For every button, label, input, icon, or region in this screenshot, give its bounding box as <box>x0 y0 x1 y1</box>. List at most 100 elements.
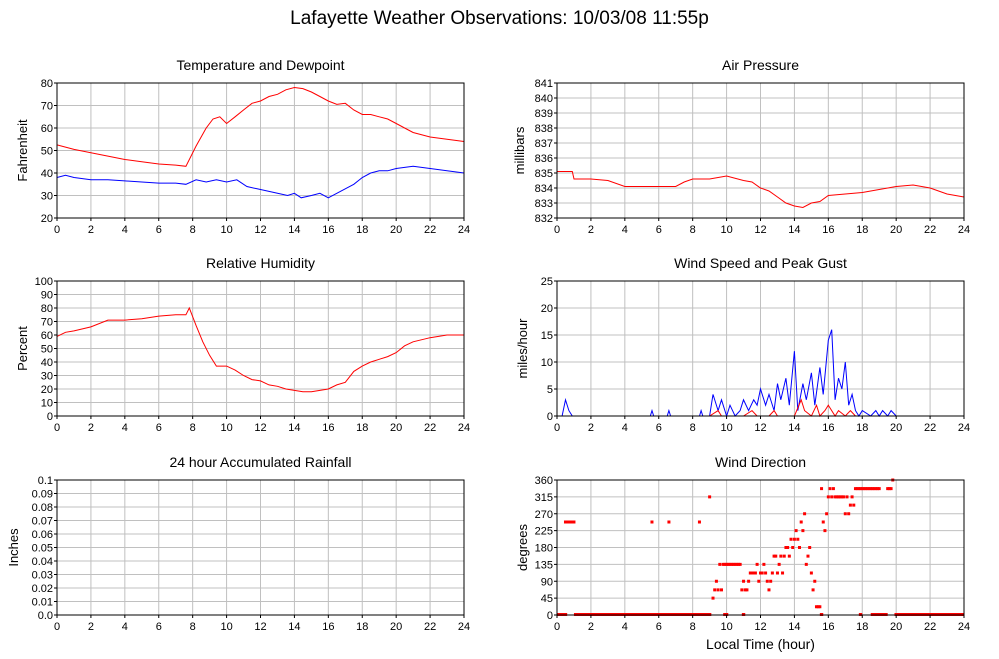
temp-y-tick-label: 70 <box>41 101 53 113</box>
pressure-x-tick-label: 10 <box>720 224 732 236</box>
direction-x-axis-label: Local Time (hour) <box>706 636 815 652</box>
direction-point <box>759 571 762 575</box>
humidity-title: Relative Humidity <box>206 255 315 271</box>
temp-y-tick-label: 30 <box>41 191 53 203</box>
direction-point <box>870 487 874 491</box>
humidity-x-tick-label: 0 <box>54 422 60 434</box>
temp-x-tick-label: 20 <box>390 224 402 236</box>
direction-point <box>731 562 735 566</box>
rain-x-tick-label: 18 <box>356 621 368 633</box>
humidity-x-tick-label: 2 <box>88 422 94 434</box>
humidity-y-tick-label: 10 <box>41 398 53 410</box>
temp-x-tick-label: 4 <box>122 224 128 236</box>
pressure-y-tick-label: 832 <box>535 213 553 225</box>
direction-point <box>726 562 730 566</box>
pressure-y-tick-label: 834 <box>535 183 553 195</box>
direction-point <box>837 495 841 499</box>
direction-point <box>826 495 830 499</box>
direction-point <box>843 512 847 516</box>
direction-point <box>572 520 576 524</box>
direction-x-tick-label: 8 <box>690 621 696 633</box>
rain-x-tick-label: 16 <box>322 621 334 633</box>
rain-title: 24 hour Accumulated Rainfall <box>169 454 351 470</box>
direction-point <box>713 588 717 592</box>
direction-y-axis-label: degrees <box>515 524 530 571</box>
pressure-x-tick-label: 4 <box>622 224 628 236</box>
wind-y-tick-label: 15 <box>541 330 553 342</box>
direction-point <box>740 588 744 592</box>
direction-point <box>718 562 722 566</box>
direction-point <box>840 495 844 499</box>
rain-x-tick-label: 24 <box>458 621 470 633</box>
pressure-y-tick-label: 840 <box>535 93 553 105</box>
pressure-x-tick-label: 22 <box>924 224 936 236</box>
direction-point <box>830 495 834 499</box>
direction-y-tick-label: 225 <box>535 526 553 538</box>
wind-x-tick-label: 16 <box>822 422 834 434</box>
wind-x-tick-label: 24 <box>958 422 970 434</box>
temp-series-red-line <box>56 86 465 167</box>
direction-point <box>855 487 859 491</box>
humidity-x-tick-label: 24 <box>458 422 470 434</box>
wind-x-tick-label: 22 <box>924 422 936 434</box>
direction-point <box>725 562 729 566</box>
direction-x-tick-label: 0 <box>554 621 560 633</box>
direction-point <box>877 487 881 491</box>
direction-point <box>842 495 846 499</box>
direction-y-tick-label: 360 <box>535 475 553 487</box>
rain-y-tick-label: 0.01 <box>32 597 53 609</box>
humidity-y-tick-label: 100 <box>35 276 53 288</box>
direction-x-tick-label: 24 <box>958 621 970 633</box>
humidity-y-tick-label: 90 <box>41 290 53 302</box>
direction-point <box>755 562 759 566</box>
direction-point <box>838 495 842 499</box>
direction-point <box>721 562 725 566</box>
rain-y-tick-label: 0.08 <box>32 502 53 514</box>
direction-point <box>798 546 802 549</box>
direction-point <box>743 588 747 592</box>
pressure-y-tick-label: 833 <box>535 198 553 210</box>
direction-point <box>750 571 754 575</box>
direction-point <box>828 487 832 491</box>
wind-x-tick-label: 20 <box>890 422 902 434</box>
direction-y-tick-label: 180 <box>535 543 553 555</box>
direction-point <box>818 605 822 609</box>
humidity-y-tick-label: 50 <box>41 344 53 356</box>
direction-point <box>728 562 732 566</box>
humidity-x-tick-label: 12 <box>254 422 266 434</box>
rain-x-tick-label: 20 <box>390 621 402 633</box>
wind-x-tick-label: 2 <box>588 422 594 434</box>
direction-x-tick-label: 22 <box>924 621 936 633</box>
direction-point <box>760 571 764 575</box>
wind-series-blue-line <box>557 329 964 418</box>
direction-x-tick-label: 4 <box>622 621 628 633</box>
direction-point <box>820 487 824 491</box>
pressure-x-tick-label: 16 <box>822 224 834 236</box>
humidity-y-tick-label: 20 <box>41 384 53 396</box>
direction-point <box>762 562 766 566</box>
direction-point <box>865 487 869 491</box>
temp-x-tick-label: 8 <box>190 224 196 236</box>
direction-point <box>719 588 723 592</box>
direction-point <box>748 571 752 575</box>
direction-point <box>823 529 827 533</box>
pressure-y-axis-label: millibars <box>512 126 527 174</box>
direction-point <box>765 579 769 583</box>
pressure-y-tick-label: 837 <box>535 138 553 150</box>
direction-point <box>733 562 737 566</box>
direction-point <box>767 588 771 592</box>
direction-point <box>835 495 839 499</box>
rain-x-tick-label: 2 <box>88 621 94 633</box>
direction-point <box>859 487 863 491</box>
rain-x-tick-label: 6 <box>156 621 162 633</box>
direction-point <box>782 554 786 558</box>
direction-point <box>565 520 569 524</box>
pressure-y-tick-label: 838 <box>535 123 553 135</box>
rain-x-tick-label: 0 <box>54 621 60 633</box>
pressure-title: Air Pressure <box>722 57 799 73</box>
direction-point <box>869 487 873 491</box>
humidity-y-tick-label: 30 <box>41 371 53 383</box>
